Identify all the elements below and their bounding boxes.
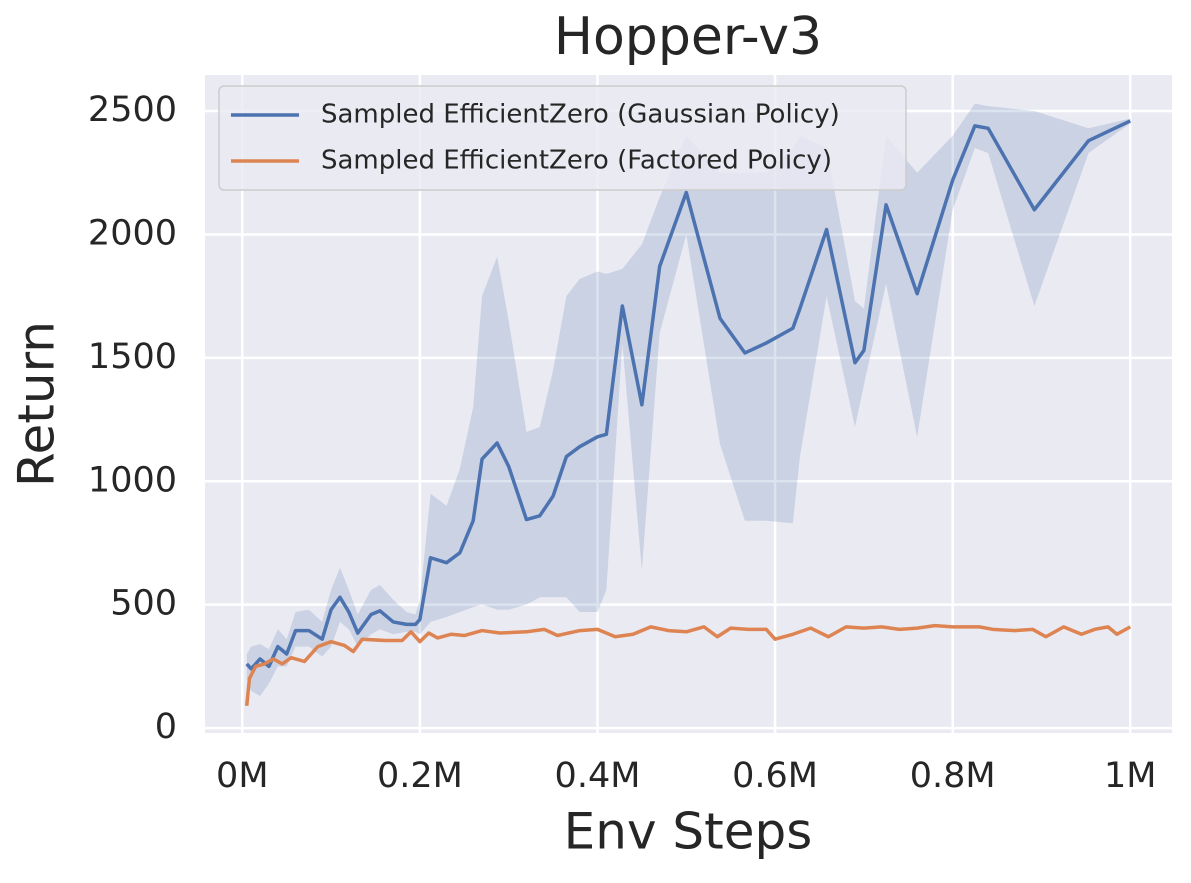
x-tick-label: 0.8M	[910, 756, 996, 796]
legend-label: Sampled EfficientZero (Gaussian Policy)	[321, 100, 840, 130]
y-tick-label: 2500	[88, 90, 177, 130]
x-tick-label: 0M	[216, 756, 268, 796]
y-axis-label: Return	[8, 321, 66, 487]
y-tick-label: 1000	[88, 460, 177, 500]
chart-title: Hopper-v3	[554, 7, 822, 67]
x-tick-label: 0.4M	[555, 756, 641, 796]
y-tick-label: 500	[110, 584, 177, 624]
x-tick-label: 0.6M	[732, 756, 818, 796]
y-tick-label: 1500	[88, 337, 177, 377]
legend-label: Sampled EfficientZero (Factored Policy)	[321, 146, 832, 176]
confidence-band	[246, 103, 1131, 696]
x-axis-label: Env Steps	[564, 803, 813, 861]
y-tick-label: 0	[155, 707, 177, 747]
y-tick-label: 2000	[88, 213, 177, 253]
x-tick-label: 0.2M	[377, 756, 463, 796]
series-line	[245, 119, 1132, 671]
legend-box	[218, 85, 907, 191]
x-tick-label: 1M	[1104, 756, 1156, 796]
series-line	[244, 623, 1132, 707]
